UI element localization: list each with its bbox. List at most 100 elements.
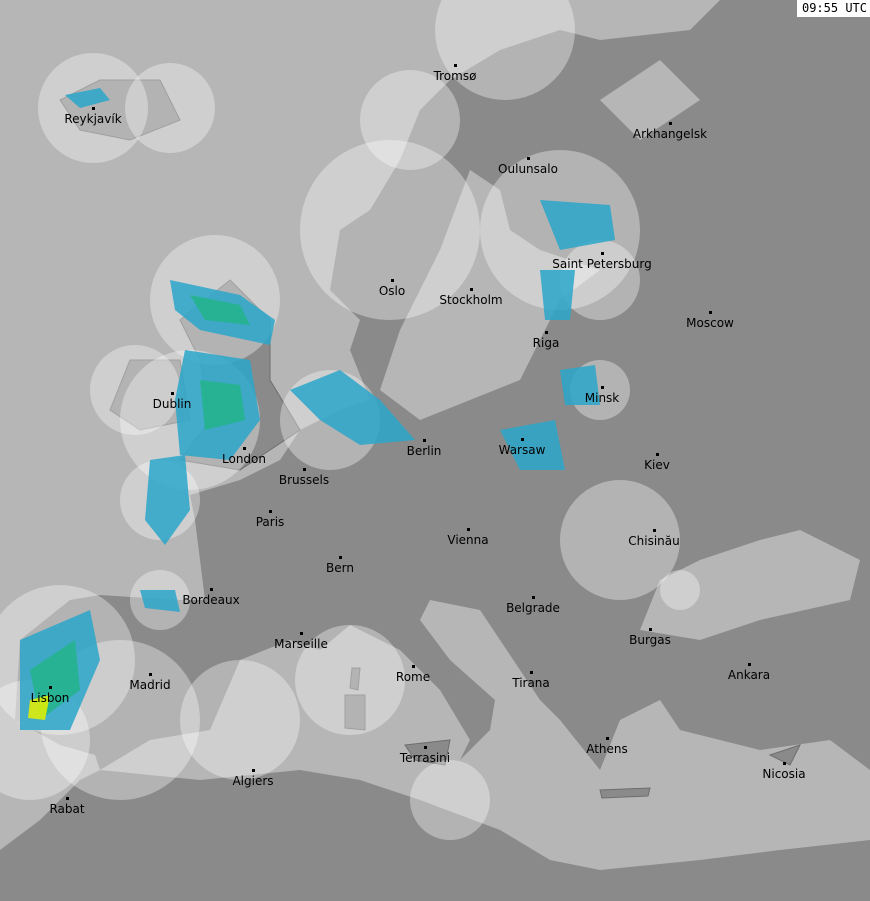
coverage-circle xyxy=(360,70,460,170)
city-label: Paris xyxy=(255,515,285,529)
city-label: Minsk xyxy=(584,391,620,405)
city-dot xyxy=(391,279,394,282)
coverage-circle xyxy=(435,0,575,100)
city-dot xyxy=(467,528,470,531)
city-label: Marseille xyxy=(274,637,328,651)
city-dot xyxy=(527,157,530,160)
precipitation-echo xyxy=(28,695,50,720)
precipitation-echo xyxy=(500,420,565,470)
city-dot xyxy=(424,746,427,749)
precipitation-echo xyxy=(145,455,190,545)
black-sea xyxy=(640,530,860,640)
coverage-circle xyxy=(90,345,180,435)
city-label: Saint Petersburg xyxy=(552,257,652,271)
precipitation-echo xyxy=(65,88,110,108)
city-label: Bern xyxy=(326,561,354,575)
city-dot xyxy=(783,762,786,765)
city-label: Nicosia xyxy=(762,767,806,781)
precipitation-echo xyxy=(200,380,245,430)
city-dot xyxy=(252,769,255,772)
city-label: Moscow xyxy=(686,316,734,330)
city-label: Terrasini xyxy=(399,751,451,765)
baltic-sea xyxy=(380,170,600,420)
city-label: Oulunsalo xyxy=(498,162,558,176)
city-label: Dublin xyxy=(152,397,192,411)
city-label: Riga xyxy=(532,336,560,350)
coverage-circle xyxy=(660,570,700,610)
coverage-circle xyxy=(410,760,490,840)
city-dot xyxy=(149,673,152,676)
city-dot xyxy=(709,311,712,314)
city-label: Berlin xyxy=(406,444,442,458)
city-dot xyxy=(669,122,672,125)
mediterranean-sea xyxy=(100,600,870,870)
city-label: Vienna xyxy=(447,533,489,547)
city-dot xyxy=(601,386,604,389)
city-dot xyxy=(649,628,652,631)
city-label: Oslo xyxy=(378,284,406,298)
city-label: Lisbon xyxy=(30,691,70,705)
city-dot xyxy=(412,665,415,668)
city-label: Bordeaux xyxy=(182,593,240,607)
city-dot xyxy=(171,392,174,395)
timestamp: 09:55 UTC xyxy=(796,0,870,17)
coverage-circle xyxy=(560,240,640,320)
city-label: Rome xyxy=(395,670,431,684)
city-label: Kiev xyxy=(644,458,670,472)
precipitation-echo xyxy=(560,365,600,405)
city-dot xyxy=(92,107,95,110)
seas xyxy=(0,0,870,870)
corsica xyxy=(349,667,361,691)
city-label: London xyxy=(222,452,266,466)
city-dot xyxy=(49,686,52,689)
coverage-circle xyxy=(300,140,480,320)
city-dot xyxy=(470,288,473,291)
coverage-circle xyxy=(125,63,215,153)
city-label: Tromsø xyxy=(433,69,477,83)
city-label: Athens xyxy=(586,742,628,756)
coverage-circle xyxy=(180,660,300,780)
city-dot xyxy=(243,447,246,450)
city-dot xyxy=(454,64,457,67)
precipitation-echo xyxy=(290,370,415,445)
precipitation-echo xyxy=(540,200,615,250)
city-dot xyxy=(269,510,272,513)
cyprus xyxy=(768,744,801,766)
city-dot xyxy=(66,797,69,800)
city-label: Arkhangelsk xyxy=(632,127,708,141)
city-label: Warsaw xyxy=(498,443,546,457)
sicily xyxy=(404,739,451,766)
precipitation-echo xyxy=(540,270,575,320)
sardinia xyxy=(344,694,366,731)
city-label: Reykjavík xyxy=(64,112,122,126)
city-label: Burgas xyxy=(629,633,671,647)
city-dot xyxy=(532,596,535,599)
coverage-circle xyxy=(295,625,405,735)
city-label: Belgrade xyxy=(506,601,560,615)
city-label: Rabat xyxy=(49,802,85,816)
precipitation-echo xyxy=(140,590,180,612)
city-label: Tirana xyxy=(512,676,550,690)
city-label: Chisinău xyxy=(628,534,680,548)
city-dot xyxy=(545,331,548,334)
city-label: Brussels xyxy=(278,473,330,487)
white-sea xyxy=(600,60,700,140)
city-dot xyxy=(521,438,524,441)
city-dot xyxy=(601,252,604,255)
crete xyxy=(599,787,651,799)
city-dot xyxy=(530,671,533,674)
city-dot xyxy=(300,632,303,635)
precipitation-echoes xyxy=(20,88,615,730)
city-dot xyxy=(210,588,213,591)
city-label: Algiers xyxy=(232,774,274,788)
atlantic-ocean xyxy=(0,0,720,850)
city-dot xyxy=(656,453,659,456)
city-label: Stockholm xyxy=(439,293,503,307)
city-dot xyxy=(303,468,306,471)
precipitation-echo xyxy=(190,295,250,325)
city-dot xyxy=(653,529,656,532)
city-dot xyxy=(339,556,342,559)
city-label: Madrid xyxy=(129,678,171,692)
